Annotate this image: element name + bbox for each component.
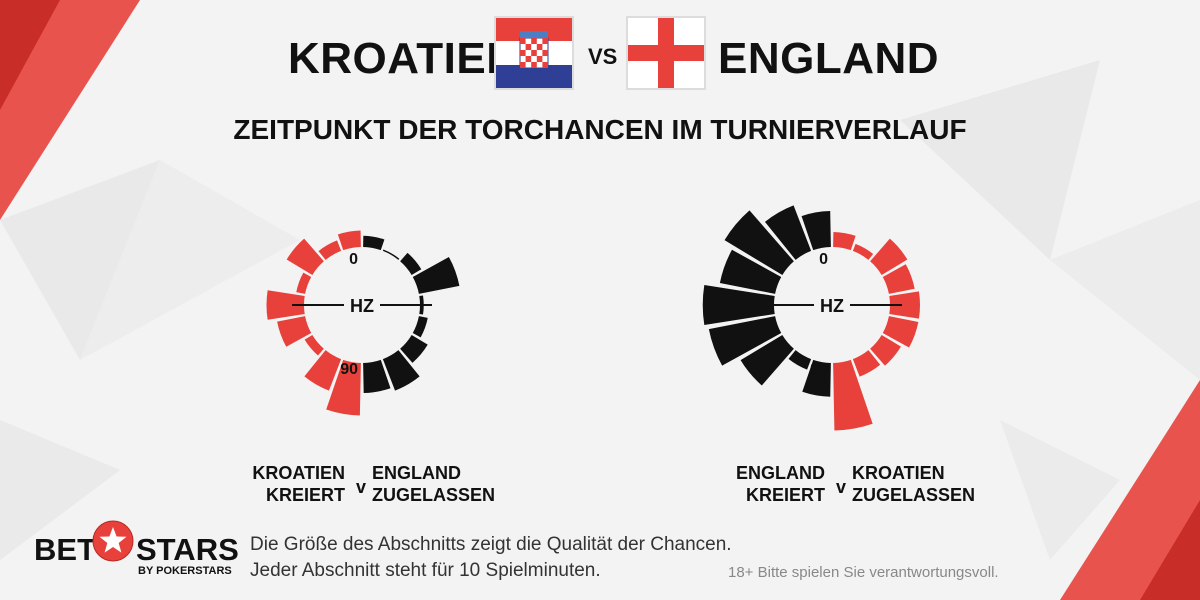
bar-kroatien-kreiert-70-80	[304, 350, 342, 391]
legend-right-chart2: KROATIEN ZUGELASSEN	[852, 462, 992, 506]
bar-kroatien-kreiert-50-60	[277, 316, 312, 347]
bar-england-kreiert-80-90	[802, 359, 831, 397]
bar-england-zugelassen-70-80	[382, 350, 420, 391]
legend-left-metric: KREIERT	[745, 485, 825, 505]
minute-end-label: 90	[340, 361, 358, 378]
minute-start-label: 0	[819, 251, 828, 268]
england-flag-icon	[626, 16, 706, 90]
bar-kroatien-zugelassen-0-10	[833, 232, 856, 251]
bar-kroatien-kreiert-10-20	[318, 240, 342, 260]
bar-kroatien-zugelassen-50-60	[882, 316, 919, 348]
legend-right-team: ENGLAND	[372, 463, 461, 483]
legend-left-team: KROATIEN	[252, 463, 345, 483]
croatia-flag-icon	[494, 16, 574, 90]
logo-by-pokerstars: BY POKERSTARS	[138, 565, 232, 577]
logo-stars-text: STARS	[136, 532, 239, 567]
footnote-line-2: Jeder Abschnitt steht für 10 Spielminute…	[250, 560, 601, 581]
legend-left-team: ENGLAND	[736, 463, 825, 483]
legend-separator-chart2: v	[836, 477, 847, 497]
bar-england-zugelassen-30-40	[412, 257, 460, 294]
star-logo-icon	[92, 520, 134, 562]
bar-kroatien-zugelassen-40-50	[889, 291, 920, 319]
legend-left-metric: KREIERT	[265, 485, 345, 505]
responsible-gaming-note: 18+ Bitte spielen Sie verantwortungsvoll…	[728, 564, 999, 581]
bar-england-kreiert-50-60	[708, 316, 782, 366]
legend-left-chart2: ENGLAND KREIERT	[710, 462, 825, 506]
vs-label: VS	[588, 44, 618, 69]
halftime-label: HZ	[820, 296, 844, 316]
legend-right-chart1: ENGLAND ZUGELASSEN	[372, 462, 512, 506]
bar-kroatien-kreiert-0-10	[337, 230, 361, 251]
chart-subtitle: ZEITPUNKT DER TORCHANCEN IM TURNIERVERLA…	[233, 114, 967, 145]
bar-england-kreiert-70-80	[788, 350, 812, 370]
legend-right-metric: ZUGELASSEN	[372, 485, 496, 505]
bar-kroatien-zugelassen-30-40	[882, 264, 915, 294]
bar-england-zugelassen-20-30	[400, 252, 422, 276]
minute-start-label: 0	[349, 251, 358, 268]
bar-kroatien-kreiert-60-70	[304, 334, 324, 356]
legend-right-metric: ZUGELASSEN	[852, 485, 976, 505]
minute-end-label: 90	[810, 361, 828, 378]
logo-bet-text: BET	[34, 532, 96, 567]
halftime-label: HZ	[350, 296, 374, 316]
bar-england-kreiert-10-20	[764, 205, 812, 260]
bar-england-kreiert-40-50	[702, 285, 775, 325]
bar-kroatien-zugelassen-80-90	[833, 359, 873, 431]
bar-kroatien-kreiert-80-90	[326, 359, 361, 416]
legend-left-chart1: KROATIEN KREIERT	[230, 462, 345, 506]
bar-kroatien-kreiert-40-50	[266, 290, 305, 320]
radial-chart-croatia-created: HZ 0 90	[266, 230, 460, 416]
footnote: Die Größe des Abschnitts zeigt die Quali…	[250, 532, 732, 584]
bar-kroatien-zugelassen-10-20	[852, 243, 874, 260]
bar-england-zugelassen-80-90	[363, 359, 391, 393]
bar-england-zugelassen-0-10	[363, 235, 385, 251]
radial-chart-england-created: HZ 0 90	[702, 205, 920, 431]
bar-england-zugelassen-60-70	[400, 334, 428, 363]
bar-england-zugelassen-10-20	[382, 249, 400, 260]
legend-separator-chart1: v	[356, 477, 367, 497]
legend-right-team: KROATIEN	[852, 463, 945, 483]
bar-england-kreiert-0-10	[801, 211, 831, 251]
bar-kroatien-kreiert-20-30	[286, 238, 324, 276]
bar-england-kreiert-30-40	[719, 249, 782, 294]
team-right-title: ENGLAND	[718, 34, 940, 83]
team-left-title: KROATIEN	[288, 34, 519, 83]
bar-england-kreiert-60-70	[740, 334, 794, 386]
bar-kroatien-zugelassen-60-70	[870, 334, 901, 366]
bar-kroatien-kreiert-30-40	[296, 272, 312, 294]
bar-kroatien-zugelassen-70-80	[852, 350, 881, 377]
bar-kroatien-zugelassen-20-30	[870, 238, 908, 276]
bar-england-kreiert-20-30	[724, 210, 794, 276]
footnote-line-1: Die Größe des Abschnitts zeigt die Quali…	[250, 534, 732, 555]
bar-england-zugelassen-50-60	[412, 316, 428, 338]
